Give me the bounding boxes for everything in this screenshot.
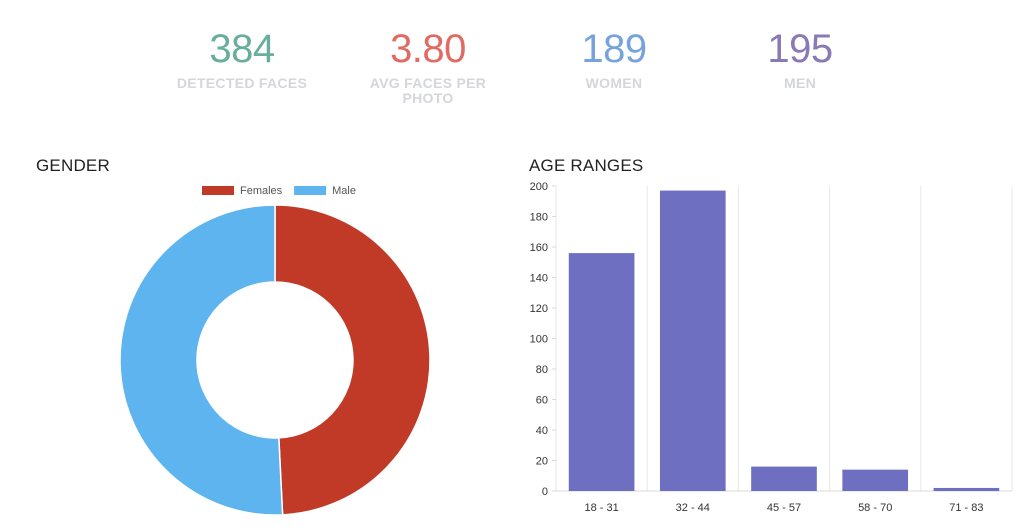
y-tick-label: 100 — [530, 334, 548, 346]
y-tick-label: 160 — [530, 242, 548, 254]
bar-32-44[interactable] — [659, 190, 726, 491]
bar-45-57[interactable] — [751, 466, 817, 491]
x-tick-label: 18 - 31 — [584, 502, 618, 514]
x-tick-label: 58 - 70 — [858, 502, 892, 514]
stat-label: WOMEN — [585, 75, 643, 91]
age-chart-title: AGE RANGES — [529, 156, 644, 175]
y-tick-label: 120 — [530, 303, 548, 315]
stat-value: 189 — [581, 27, 647, 71]
y-tick-label: 40 — [536, 425, 548, 437]
stat-detected-faces: 384 DETECTED FACES — [152, 26, 332, 91]
x-tick-label: 32 - 44 — [676, 502, 710, 514]
stat-women: 189 WOMEN — [524, 26, 704, 91]
age-ranges-bar-chart: 0 20 40 60 80 100 120 140 160 180 200 18 - 31 32 - 4… — [530, 181, 1013, 514]
y-tick-label: 200 — [530, 181, 548, 193]
legend-swatch-male — [294, 186, 327, 195]
stat-value: 195 — [767, 27, 833, 71]
y-tick-label: 140 — [530, 273, 548, 285]
gender-donut-chart: Females Male — [119, 185, 431, 516]
legend-swatch-females — [202, 186, 234, 195]
stat-label: AVG FACES PER PHOTO — [369, 75, 487, 106]
legend-label-females: Females — [240, 185, 283, 197]
donut-slice-male[interactable] — [119, 204, 284, 516]
stat-value: 3.80 — [390, 27, 466, 71]
y-tick-label: 80 — [536, 364, 548, 376]
x-tick-label: 71 - 83 — [949, 502, 983, 514]
y-tick-label: 60 — [536, 395, 548, 407]
stat-label: DETECTED FACES — [176, 75, 308, 91]
gender-legend: Females Male — [202, 185, 356, 197]
y-tick-label: 180 — [530, 212, 548, 224]
legend-label-male: Male — [332, 185, 356, 197]
bar-58-70[interactable] — [842, 469, 909, 491]
donut-slice-females[interactable] — [274, 204, 431, 516]
stat-avg-faces: 3.80 AVG FACES PER PHOTO — [338, 26, 518, 106]
gender-chart-title: GENDER — [36, 156, 110, 175]
bar-18-31[interactable] — [568, 253, 635, 491]
x-tick-label: 45 - 57 — [767, 502, 801, 514]
stat-label: MEN — [783, 75, 816, 91]
stat-men: 195 MEN — [710, 26, 890, 91]
bar-71-83[interactable] — [933, 487, 1000, 491]
y-tick-label: 20 — [536, 456, 548, 468]
stat-value: 384 — [209, 27, 275, 71]
y-tick-label: 0 — [542, 486, 548, 498]
